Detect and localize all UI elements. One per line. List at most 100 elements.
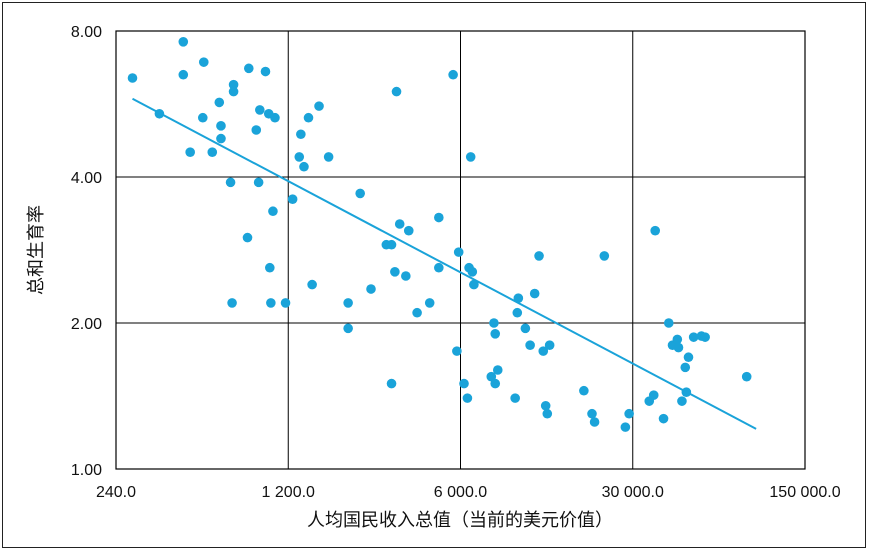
data-point bbox=[469, 279, 479, 290]
data-point bbox=[688, 332, 699, 342]
data-point bbox=[459, 378, 469, 389]
data-point bbox=[434, 212, 444, 223]
data-point bbox=[490, 378, 501, 389]
data-point bbox=[270, 112, 280, 123]
x-tick-label: 30 000.0 bbox=[602, 484, 664, 501]
data-point bbox=[673, 342, 684, 353]
data-point bbox=[366, 284, 376, 294]
data-point bbox=[490, 329, 501, 339]
data-point bbox=[255, 105, 265, 115]
data-point bbox=[197, 112, 208, 123]
data-point bbox=[741, 371, 752, 382]
data-point bbox=[243, 63, 254, 74]
data-point bbox=[343, 323, 353, 334]
data-point bbox=[294, 152, 305, 162]
data-point bbox=[253, 177, 264, 188]
data-point bbox=[266, 298, 276, 308]
y-tick-label: 8.00 bbox=[71, 24, 102, 41]
data-point bbox=[386, 378, 397, 389]
data-point bbox=[343, 298, 353, 308]
x-axis-ticks: 240.0 1 200.0 6 000.0 30 000.0 150 000.0 bbox=[96, 484, 841, 501]
data-point bbox=[251, 125, 262, 135]
data-point bbox=[544, 340, 555, 350]
data-point bbox=[307, 279, 317, 290]
x-axis-label: 人均国民收入总值（当前的美元价值） bbox=[307, 510, 613, 531]
data-point bbox=[185, 147, 195, 157]
data-point bbox=[624, 408, 634, 419]
data-points bbox=[127, 37, 752, 432]
plot-area bbox=[115, 30, 806, 470]
y-tick-label: 2.00 bbox=[71, 316, 102, 333]
data-point bbox=[268, 206, 278, 217]
data-point bbox=[683, 352, 694, 363]
data-point bbox=[465, 152, 476, 162]
data-point bbox=[214, 97, 225, 108]
trend-line bbox=[132, 97, 757, 430]
x-tick-label: 6 000.0 bbox=[434, 484, 487, 501]
data-point bbox=[542, 408, 553, 419]
data-point bbox=[489, 318, 499, 328]
data-point bbox=[260, 66, 271, 77]
data-point bbox=[677, 396, 687, 406]
data-point bbox=[178, 37, 189, 47]
x-tick-label: 1 200.0 bbox=[262, 484, 315, 501]
data-point bbox=[303, 112, 314, 123]
data-point bbox=[225, 177, 236, 188]
data-point bbox=[127, 73, 138, 83]
data-point bbox=[386, 239, 397, 250]
x-tick-label: 150 000.0 bbox=[769, 484, 840, 501]
data-point bbox=[394, 219, 405, 229]
data-point bbox=[599, 251, 610, 261]
data-point bbox=[216, 121, 226, 131]
data-point bbox=[424, 298, 435, 308]
data-point bbox=[242, 232, 253, 243]
y-axis-ticks: 1.00 2.00 4.00 8.00 bbox=[71, 24, 102, 479]
y-tick-label: 1.00 bbox=[71, 462, 102, 479]
data-point bbox=[280, 298, 291, 308]
data-point bbox=[540, 400, 551, 411]
data-point bbox=[680, 362, 691, 373]
x-tick-label: 240.0 bbox=[96, 484, 136, 501]
data-point bbox=[323, 152, 334, 162]
data-point bbox=[658, 413, 669, 424]
data-point bbox=[178, 69, 189, 80]
data-point bbox=[207, 147, 218, 157]
y-tick-label: 4.00 bbox=[71, 170, 102, 187]
data-point bbox=[452, 346, 462, 356]
data-point bbox=[453, 247, 464, 257]
data-point bbox=[448, 69, 458, 80]
data-point bbox=[391, 86, 402, 97]
data-point bbox=[265, 262, 275, 273]
data-point bbox=[663, 318, 674, 328]
data-point bbox=[579, 385, 589, 396]
data-point bbox=[587, 408, 597, 419]
data-point bbox=[314, 101, 324, 111]
data-point bbox=[296, 129, 306, 140]
data-point bbox=[401, 271, 411, 281]
data-point bbox=[512, 307, 523, 318]
data-point bbox=[648, 390, 659, 400]
data-point bbox=[520, 323, 531, 334]
data-point bbox=[299, 161, 309, 172]
data-point bbox=[589, 417, 600, 427]
data-point bbox=[216, 133, 226, 144]
data-point bbox=[534, 251, 544, 261]
data-point bbox=[510, 393, 520, 403]
data-point bbox=[228, 79, 239, 90]
data-point bbox=[620, 422, 631, 432]
data-point bbox=[287, 194, 298, 204]
data-point bbox=[462, 393, 473, 403]
data-point bbox=[700, 332, 710, 342]
data-point bbox=[525, 340, 535, 350]
data-point bbox=[403, 225, 414, 236]
data-point bbox=[538, 346, 549, 356]
data-point bbox=[529, 288, 540, 299]
data-point bbox=[412, 307, 422, 318]
data-point bbox=[467, 267, 478, 277]
data-point bbox=[390, 267, 400, 277]
data-point bbox=[198, 57, 209, 67]
data-point bbox=[492, 365, 503, 375]
data-point bbox=[227, 298, 237, 308]
